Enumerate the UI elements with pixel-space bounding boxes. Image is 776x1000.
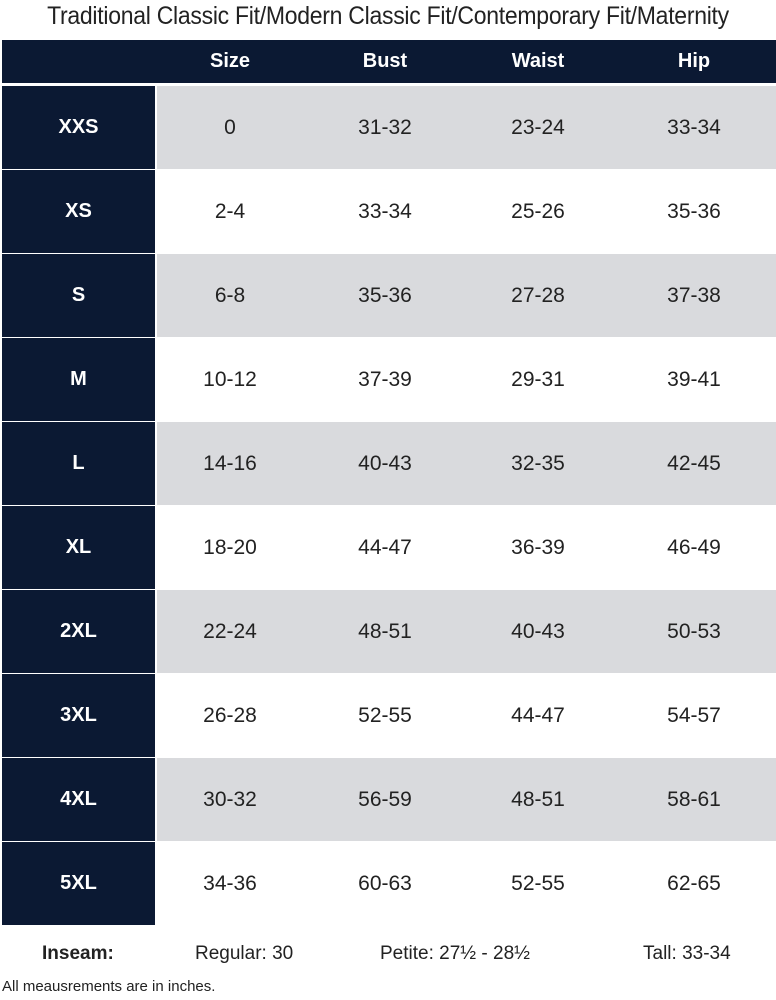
table-row: L 14-16 40-43 32-35 42-45: [2, 422, 776, 505]
row-label: XXS: [2, 86, 155, 169]
table-row: 4XL 30-32 56-59 48-51 58-61: [2, 758, 776, 841]
cell-waist: 40-43: [511, 619, 565, 643]
table-row: XL 18-20 44-47 36-39 46-49: [2, 506, 776, 589]
table-row: 2XL 22-24 48-51 40-43 50-53: [2, 590, 776, 673]
row-cells: 2-4 33-34 25-26 35-36: [157, 170, 776, 253]
cell-bust: 37-39: [358, 367, 412, 391]
row-label: 5XL: [2, 842, 155, 925]
cell-hip: 39-41: [667, 367, 721, 391]
row-label: XL: [2, 506, 155, 589]
cell-size: 14-16: [203, 451, 257, 475]
cell-bust: 35-36: [358, 283, 412, 307]
cell-waist: 32-35: [511, 451, 565, 475]
table-row: XS 2-4 33-34 25-26 35-36: [2, 170, 776, 253]
row-label: 2XL: [2, 590, 155, 673]
cell-size: 26-28: [203, 703, 257, 727]
cell-hip: 42-45: [667, 451, 721, 475]
column-header-hip: Hip: [677, 50, 711, 72]
cell-size: 2-4: [214, 199, 246, 223]
inseam-petite: Petite: 27½ - 28½: [380, 943, 530, 964]
cell-hip: 54-57: [667, 703, 721, 727]
measurement-note: All meausrements are in inches.: [2, 978, 216, 995]
cell-hip: 35-36: [667, 199, 721, 223]
table-row: 5XL 34-36 60-63 52-55 62-65: [2, 842, 776, 925]
cell-hip: 50-53: [667, 619, 721, 643]
cell-waist: 52-55: [511, 871, 565, 895]
cell-size: 6-8: [214, 283, 246, 307]
row-cells: 22-24 48-51 40-43 50-53: [157, 590, 776, 673]
cell-size: 34-36: [203, 871, 257, 895]
inseam-label: Inseam:: [42, 943, 114, 964]
row-cells: 18-20 44-47 36-39 46-49: [157, 506, 776, 589]
inseam-regular: Regular: 30: [195, 943, 294, 964]
cell-size: 10-12: [203, 367, 257, 391]
cell-hip: 62-65: [667, 871, 721, 895]
row-label: L: [2, 422, 155, 505]
cell-size: 18-20: [203, 535, 257, 559]
row-label: M: [2, 338, 155, 421]
cell-size: 0: [224, 115, 236, 139]
cell-bust: 33-34: [358, 199, 412, 223]
row-cells: 34-36 60-63 52-55 62-65: [157, 842, 776, 925]
column-header-size: Size: [209, 50, 251, 72]
cell-size: 22-24: [203, 619, 257, 643]
cell-hip: 33-34: [667, 115, 721, 139]
table-row: S 6-8 35-36 27-28 37-38: [2, 254, 776, 337]
inseam-tall: Tall: 33-34: [643, 943, 731, 964]
cell-bust: 60-63: [358, 871, 412, 895]
cell-waist: 27-28: [511, 283, 565, 307]
cell-waist: 25-26: [511, 199, 565, 223]
cell-bust: 48-51: [358, 619, 412, 643]
row-label: 4XL: [2, 758, 155, 841]
cell-bust: 40-43: [358, 451, 412, 475]
column-header-waist: Waist: [511, 50, 565, 72]
cell-size: 30-32: [203, 787, 257, 811]
row-cells: 6-8 35-36 27-28 37-38: [157, 254, 776, 337]
table-row: XXS 0 31-32 23-24 33-34: [2, 86, 776, 169]
row-cells: 14-16 40-43 32-35 42-45: [157, 422, 776, 505]
row-label: 3XL: [2, 674, 155, 757]
cell-waist: 29-31: [511, 367, 565, 391]
column-header-bust: Bust: [362, 50, 408, 72]
cell-waist: 36-39: [511, 535, 565, 559]
row-label: S: [2, 254, 155, 337]
row-cells: 26-28 52-55 44-47 54-57: [157, 674, 776, 757]
cell-hip: 46-49: [667, 535, 721, 559]
cell-bust: 31-32: [358, 115, 412, 139]
row-cells: 30-32 56-59 48-51 58-61: [157, 758, 776, 841]
cell-bust: 56-59: [358, 787, 412, 811]
cell-waist: 48-51: [511, 787, 565, 811]
table-row: 3XL 26-28 52-55 44-47 54-57: [2, 674, 776, 757]
table-row: M 10-12 37-39 29-31 39-41: [2, 338, 776, 421]
chart-title: Traditional Classic Fit/Modern Classic F…: [47, 2, 729, 30]
row-label: XS: [2, 170, 155, 253]
cell-hip: 58-61: [667, 787, 721, 811]
cell-bust: 52-55: [358, 703, 412, 727]
cell-bust: 44-47: [358, 535, 412, 559]
cell-waist: 23-24: [511, 115, 565, 139]
row-cells: 0 31-32 23-24 33-34: [157, 86, 776, 169]
table-header: Size Bust Waist Hip: [2, 40, 776, 83]
cell-waist: 44-47: [511, 703, 565, 727]
cell-hip: 37-38: [667, 283, 721, 307]
row-cells: 10-12 37-39 29-31 39-41: [157, 338, 776, 421]
